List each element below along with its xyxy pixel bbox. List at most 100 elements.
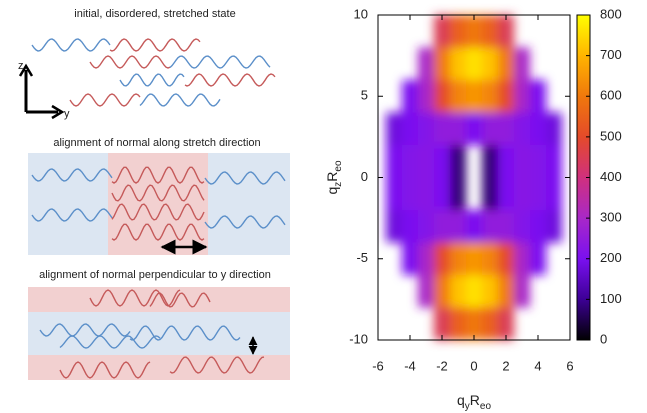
heat-cell <box>386 177 402 210</box>
heat-cell <box>466 210 482 243</box>
pink-domain <box>108 153 208 255</box>
heat-cell <box>386 145 402 178</box>
axis-arrowheads <box>18 63 65 120</box>
heat-cell <box>546 210 562 243</box>
heat-cell <box>402 242 418 275</box>
x-tick-label: 4 <box>534 358 541 373</box>
chain <box>169 356 265 374</box>
heat-cell <box>466 47 482 80</box>
chain <box>119 73 185 87</box>
pink-band <box>28 287 290 312</box>
heat-cell <box>466 112 482 145</box>
heat-cell <box>450 275 466 308</box>
axis-label-part: q <box>324 187 340 195</box>
y-tick-label: -10 <box>349 331 368 346</box>
colorbar-tick-label: 300 <box>600 210 622 225</box>
chains <box>31 38 286 379</box>
y-tick-label: 5 <box>361 88 368 103</box>
heat-cell <box>514 210 530 243</box>
y-tick-label: 0 <box>361 169 368 184</box>
chain <box>89 289 181 307</box>
heat-cell <box>402 80 418 113</box>
heat-cell <box>482 307 498 340</box>
colorbar-segment <box>577 96 590 138</box>
heat-cell <box>434 112 450 145</box>
panel-title: alignment of normal along stretch direct… <box>53 137 260 149</box>
heat-cell <box>482 210 498 243</box>
colorbar-tick-label: 400 <box>600 169 622 184</box>
heat-cell <box>482 47 498 80</box>
heat-cell <box>386 210 402 243</box>
chain <box>59 361 151 379</box>
heat-cell <box>466 15 482 48</box>
pink-band <box>28 355 290 380</box>
heat-cell <box>498 112 514 145</box>
axis-label-part: q <box>457 392 465 408</box>
heat-cell <box>450 177 466 210</box>
heat-cell <box>482 80 498 113</box>
heat-cell <box>498 177 514 210</box>
heat-cell <box>546 112 562 145</box>
heat-cell <box>466 275 482 308</box>
chain <box>139 93 221 107</box>
schematic: initial, disordered, stretched state ali… <box>18 8 290 380</box>
heat-cell <box>466 307 482 340</box>
y-tick-label: -5 <box>356 250 368 265</box>
colorbar-segment <box>577 15 590 57</box>
x-tick-label: -6 <box>372 358 384 373</box>
y-tick-label: 10 <box>354 6 368 21</box>
heat-cell <box>466 80 482 113</box>
colorbar-segment <box>577 299 590 341</box>
heat-cell <box>482 15 498 48</box>
heat-cell <box>482 145 498 178</box>
chain <box>31 38 111 52</box>
chain <box>109 38 201 52</box>
chain <box>59 335 161 349</box>
heat-cell <box>498 15 514 48</box>
heat-cell <box>434 15 450 48</box>
heat-cell <box>434 275 450 308</box>
heat-cell <box>434 307 450 340</box>
chain <box>184 73 276 87</box>
heat-cell <box>434 80 450 113</box>
heat-cell <box>498 210 514 243</box>
heat-cell <box>530 112 546 145</box>
heat-cell <box>498 307 514 340</box>
heat-cell <box>450 210 466 243</box>
colorbar-tick-label: 200 <box>600 250 622 265</box>
panel-title: initial, disordered, stretched state <box>74 8 235 20</box>
axis-label-part: R <box>324 172 340 182</box>
heat-cell <box>418 177 434 210</box>
chain <box>204 215 286 229</box>
heat-cell <box>514 275 530 308</box>
heat-cell <box>450 242 466 275</box>
heat-cell <box>434 177 450 210</box>
heat-cell <box>498 145 514 178</box>
heat-cell <box>450 307 466 340</box>
chain <box>31 208 113 222</box>
colorbar-segment <box>577 218 590 260</box>
axis-label-part: eo <box>480 401 492 412</box>
chain <box>111 184 205 202</box>
heat-cell <box>514 47 530 80</box>
blue-band <box>28 312 290 355</box>
chain <box>204 171 286 185</box>
x-tick-label: 2 <box>502 358 509 373</box>
x-tick-label: -4 <box>404 358 416 373</box>
axis-letter: z <box>18 60 24 72</box>
colorbar-tick-label: 600 <box>600 88 622 103</box>
chain <box>111 223 205 241</box>
heat-cell <box>434 210 450 243</box>
axis-label-part: z <box>333 182 344 187</box>
chain <box>31 168 113 182</box>
chain <box>129 325 241 341</box>
chain <box>39 323 131 337</box>
heat-cell <box>402 210 418 243</box>
heat-cell <box>530 145 546 178</box>
heat-cell <box>514 177 530 210</box>
heat-cell <box>418 112 434 145</box>
heat-cell <box>482 112 498 145</box>
heat-cell <box>418 242 434 275</box>
heat-cell <box>434 47 450 80</box>
chain <box>169 55 271 69</box>
